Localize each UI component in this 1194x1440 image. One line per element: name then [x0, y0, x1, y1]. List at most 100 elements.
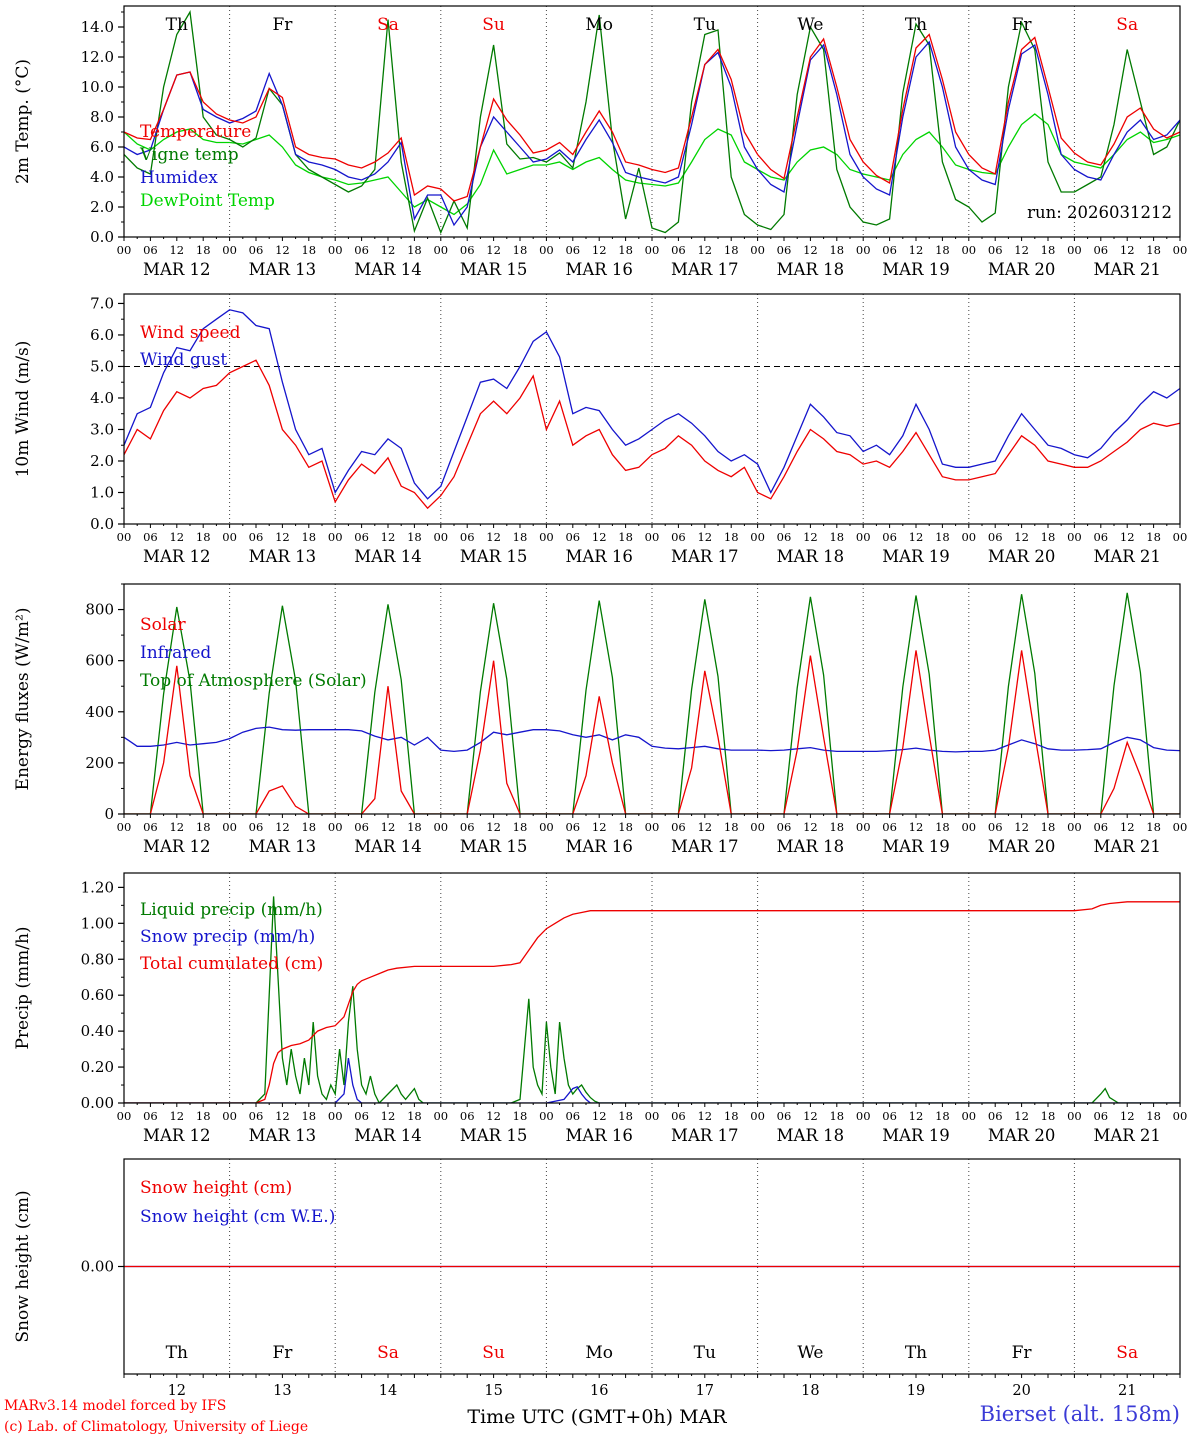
svg-text:00: 00	[328, 530, 343, 544]
model-credit-line1: MARv3.14 model forced by IFS	[4, 1398, 227, 1414]
svg-text:12: 12	[381, 1109, 396, 1123]
svg-text:0.80: 0.80	[81, 950, 114, 968]
energy-fluxes-series-top-of-atmosphere-solar-	[124, 592, 1180, 814]
svg-text:06: 06	[143, 1109, 158, 1123]
wind-series-wind-speed	[124, 359, 1180, 510]
svg-text:18: 18	[407, 820, 422, 834]
svg-text:00: 00	[750, 530, 765, 544]
svg-text:12: 12	[909, 820, 924, 834]
svg-text:18: 18	[1041, 243, 1056, 257]
svg-text:06: 06	[354, 243, 369, 257]
svg-text:18: 18	[1041, 530, 1056, 544]
svg-text:MAR 13: MAR 13	[249, 1126, 316, 1145]
svg-text:06: 06	[882, 243, 897, 257]
svg-text:18: 18	[407, 1109, 422, 1123]
svg-text:12: 12	[275, 243, 290, 257]
svg-text:18: 18	[935, 1109, 950, 1123]
svg-text:MAR 14: MAR 14	[354, 1126, 421, 1145]
svg-text:MAR 17: MAR 17	[671, 547, 738, 566]
svg-text:Th: Th	[905, 15, 927, 35]
svg-text:06: 06	[671, 243, 686, 257]
svg-text:12: 12	[169, 243, 184, 257]
svg-text:12: 12	[486, 243, 501, 257]
svg-text:06: 06	[143, 820, 158, 834]
svg-text:06: 06	[1093, 1109, 1108, 1123]
svg-text:06: 06	[988, 530, 1003, 544]
svg-text:06: 06	[565, 820, 580, 834]
svg-text:12: 12	[697, 1109, 712, 1123]
svg-text:MAR 18: MAR 18	[777, 547, 844, 566]
svg-text:18: 18	[1146, 820, 1161, 834]
svg-text:12: 12	[803, 243, 818, 257]
svg-text:800: 800	[85, 601, 114, 619]
svg-text:6.0: 6.0	[90, 326, 114, 344]
temperature-panel: 0.0 2.0 4.0 6.0 8.0 10.0 12.0 14.0 00 06 12 18 00 06 1…	[13, 5, 1187, 279]
svg-text:00: 00	[433, 1109, 448, 1123]
energy-fluxes-legend-top-of-atmosphere-solar-: Top of Atmosphere (Solar)	[140, 671, 367, 691]
svg-text:12.0: 12.0	[81, 48, 114, 66]
svg-text:18: 18	[513, 1109, 528, 1123]
svg-text:We: We	[797, 1343, 823, 1363]
svg-text:00: 00	[750, 820, 765, 834]
energy-fluxes-legend-solar: Solar	[140, 615, 186, 635]
svg-text:0.60: 0.60	[81, 986, 114, 1004]
svg-text:12: 12	[803, 530, 818, 544]
svg-text:MAR 16: MAR 16	[565, 1126, 632, 1145]
svg-text:MAR 17: MAR 17	[671, 837, 738, 856]
precip-legend-liquid-precip-mm-h-: Liquid precip (mm/h)	[140, 900, 323, 920]
svg-text:1.20: 1.20	[81, 878, 114, 896]
svg-text:Sa: Sa	[377, 1343, 399, 1363]
svg-text:18: 18	[513, 820, 528, 834]
temperature-series-temperature	[124, 33, 1180, 202]
temperature-ylabel: 2m Temp. (°C)	[13, 59, 33, 184]
svg-text:18: 18	[935, 243, 950, 257]
precip-ylabel: Precip (mm/h)	[13, 926, 33, 1049]
svg-text:12: 12	[1120, 243, 1135, 257]
svg-text:18: 18	[513, 243, 528, 257]
snow-height-ylabel: Snow height (cm)	[13, 1190, 33, 1342]
svg-text:13: 13	[273, 1383, 291, 1399]
svg-text:0.20: 0.20	[81, 1058, 114, 1076]
svg-text:00: 00	[433, 820, 448, 834]
svg-text:MAR 21: MAR 21	[1093, 547, 1160, 566]
svg-text:18: 18	[301, 530, 316, 544]
precip-series-liquid-precip-mm-h-	[124, 896, 1180, 1103]
svg-text:00: 00	[1173, 1109, 1188, 1123]
svg-text:12: 12	[909, 530, 924, 544]
svg-text:18: 18	[196, 530, 211, 544]
svg-text:00: 00	[433, 243, 448, 257]
model-credit-line2: (c) Lab. of Climatology, University of L…	[4, 1419, 309, 1435]
precip-series-total-cumulated-cm-	[124, 901, 1180, 1103]
svg-text:0.40: 0.40	[81, 1022, 114, 1040]
svg-text:00: 00	[1067, 1109, 1082, 1123]
svg-text:12: 12	[381, 530, 396, 544]
svg-text:12: 12	[697, 820, 712, 834]
svg-text:12: 12	[909, 1109, 924, 1123]
svg-text:12: 12	[275, 1109, 290, 1123]
svg-text:MAR 14: MAR 14	[354, 547, 421, 566]
svg-text:18: 18	[724, 243, 739, 257]
svg-text:00: 00	[1067, 243, 1082, 257]
svg-text:00: 00	[539, 820, 554, 834]
svg-text:00: 00	[856, 530, 871, 544]
svg-text:12: 12	[486, 820, 501, 834]
svg-text:16: 16	[590, 1383, 608, 1399]
svg-text:18: 18	[829, 243, 844, 257]
svg-text:06: 06	[882, 820, 897, 834]
station-label: Bierset (alt. 158m)	[979, 1402, 1180, 1426]
svg-text:MAR 13: MAR 13	[249, 837, 316, 856]
svg-text:0.0: 0.0	[90, 228, 114, 246]
svg-text:MAR 20: MAR 20	[988, 260, 1055, 279]
svg-text:MAR 19: MAR 19	[882, 547, 949, 566]
svg-text:12: 12	[1014, 243, 1029, 257]
svg-text:MAR 21: MAR 21	[1093, 260, 1160, 279]
precip-panel: 0.00 0.20 0.40 0.60 0.80 1.00 1.20 00 06 12 18 00 06…	[13, 872, 1188, 1145]
svg-text:8.0: 8.0	[90, 108, 114, 126]
svg-text:MAR 15: MAR 15	[460, 547, 527, 566]
temperature-series-dewpoint-temp	[124, 113, 1180, 216]
svg-text:Fr: Fr	[272, 15, 293, 35]
svg-text:Su: Su	[482, 15, 505, 35]
svg-text:0.00: 0.00	[81, 1258, 114, 1276]
svg-text:06: 06	[460, 243, 475, 257]
svg-text:00: 00	[1067, 530, 1082, 544]
